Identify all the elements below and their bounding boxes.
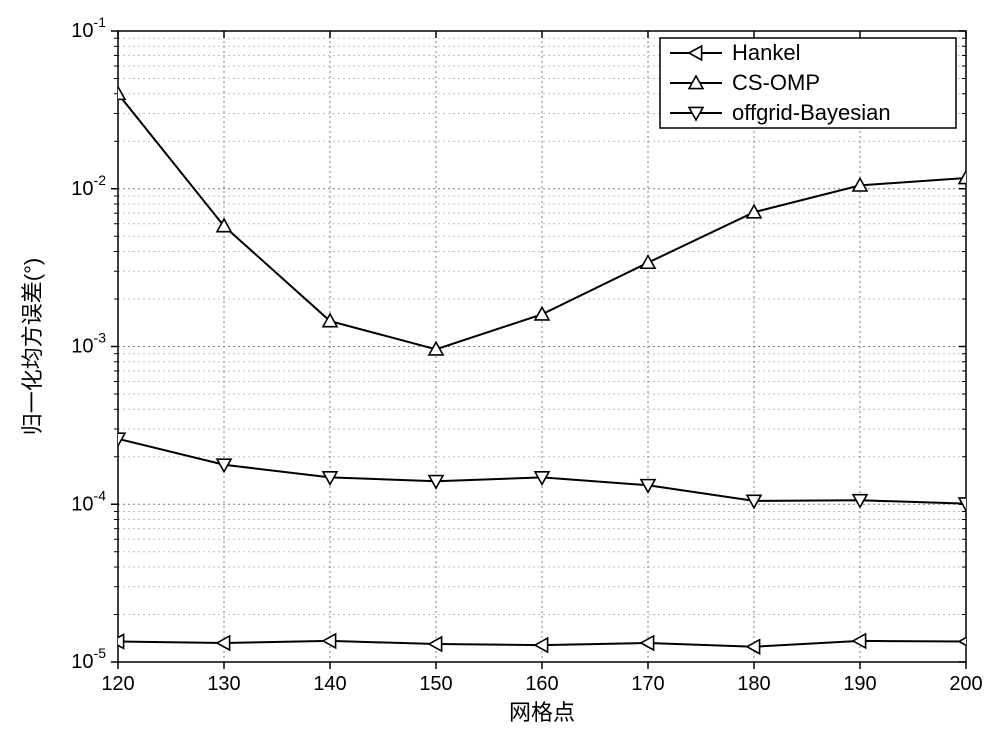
x-tick-label: 140 — [313, 673, 346, 695]
x-tick-label: 170 — [631, 673, 664, 695]
x-tick-label: 190 — [843, 673, 876, 695]
x-tick-label: 180 — [737, 673, 770, 695]
x-tick-label: 200 — [949, 673, 982, 695]
x-axis-label: 网格点 — [509, 700, 575, 725]
legend-label: Hankel — [732, 40, 800, 65]
chart-svg: 120 130 140 150 160 170 180 190 200 10-5 10-4 10-3 1… — [0, 0, 1000, 733]
y-tick-label: 10-4 — [71, 487, 106, 515]
legend-label: offgrid-Bayesian — [732, 100, 891, 125]
chart-figure: 120 130 140 150 160 170 180 190 200 10-5 10-4 10-3 1… — [0, 0, 1000, 733]
y-tick-label: 10-1 — [71, 14, 106, 42]
x-tick-label: 150 — [419, 673, 452, 695]
legend-label: CS-OMP — [732, 70, 820, 95]
y-tick-label: 10-2 — [71, 172, 106, 200]
x-tick-label: 130 — [207, 673, 240, 695]
y-tick-label: 10-3 — [71, 330, 106, 358]
y-tick-label: 10-5 — [71, 645, 106, 673]
x-tick-label: 160 — [525, 673, 558, 695]
x-tick-label: 120 — [101, 673, 134, 695]
y-axis-label: 归一化均方误差(°) — [20, 258, 45, 435]
